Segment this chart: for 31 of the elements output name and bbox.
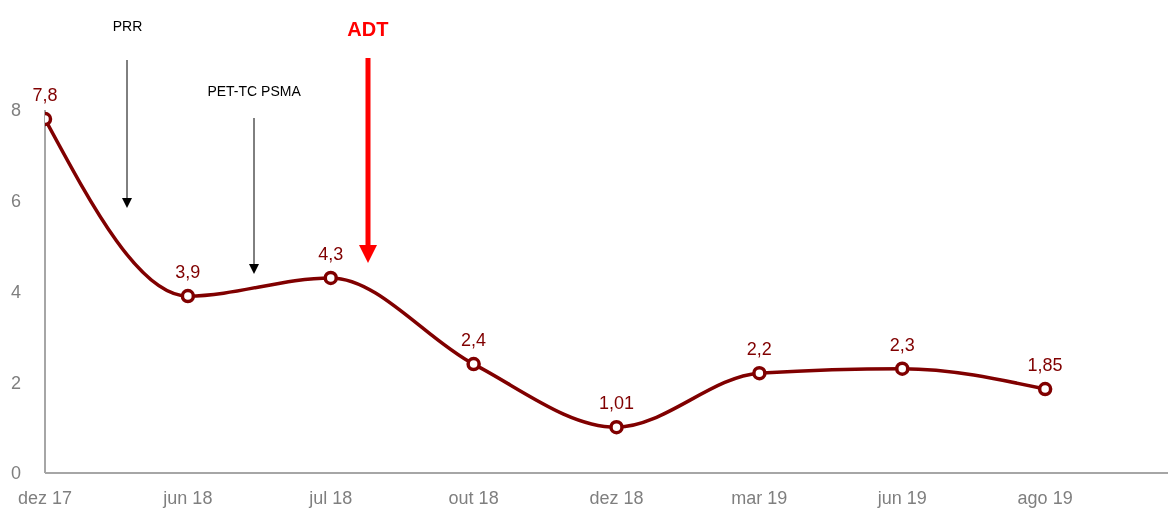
- text: PET-TC PSMA: [206, 83, 302, 99]
- x-tick-label: jun 18: [162, 487, 213, 508]
- point: [895, 361, 910, 376]
- x-tick-label: dez 18: [589, 487, 644, 508]
- data-label: 2,2: [746, 339, 772, 360]
- point: [752, 365, 767, 381]
- data-label: 4,3: [318, 243, 344, 264]
- point: [1037, 381, 1053, 397]
- y-tick-label: 6: [10, 191, 21, 212]
- data-label: 1,85: [1027, 355, 1063, 376]
- y-tick-label: 0: [10, 463, 21, 484]
- text: PRR: [111, 18, 144, 34]
- y-tick-label: 8: [10, 100, 21, 121]
- y-tick-label: 2: [10, 372, 21, 393]
- data-label: 7,8: [32, 85, 58, 106]
- data-label: 2,3: [889, 334, 915, 355]
- data-label: 3,9: [175, 262, 201, 283]
- text: ADT: [346, 18, 390, 41]
- data-label: 1,01: [598, 393, 635, 414]
- x-tick-label: dez 17: [17, 487, 73, 508]
- x-tick-label: ago 19: [1017, 487, 1073, 508]
- x-tick-label: jul 18: [308, 487, 353, 508]
- x-tick-label: jun 19: [876, 487, 927, 508]
- point: [323, 270, 338, 286]
- data-label: 2,4: [461, 330, 487, 351]
- point: [180, 288, 196, 304]
- point: [609, 419, 624, 435]
- point: [466, 356, 481, 372]
- y-tick-label: 4: [10, 281, 21, 302]
- x-tick-label: out 18: [448, 487, 499, 508]
- x-tick-label: mar 19: [731, 487, 788, 508]
